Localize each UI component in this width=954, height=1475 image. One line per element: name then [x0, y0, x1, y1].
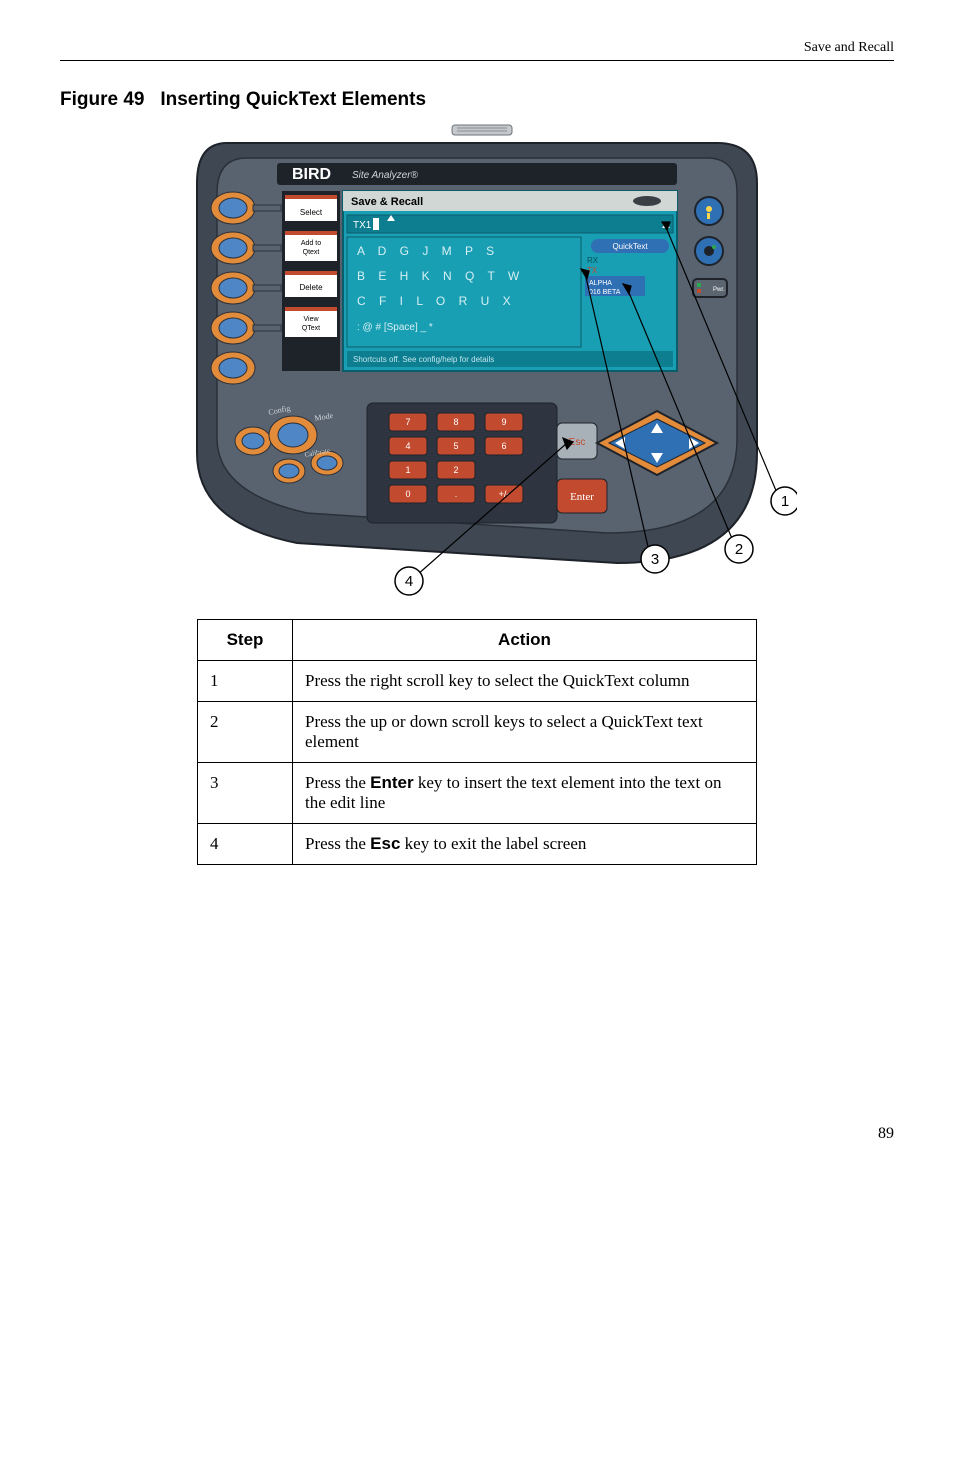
svg-text:2: 2	[735, 541, 743, 558]
softkey-add: Add to	[301, 240, 321, 247]
figure-title: Figure 49 Inserting QuickText Elements	[60, 89, 894, 111]
grid-row3: C F I L O R U X	[357, 294, 516, 308]
dd-item-beta: 016 BETA	[589, 289, 621, 296]
steps-table: Step Action 1 Press the right scroll key…	[197, 619, 757, 865]
cursor	[373, 218, 379, 230]
header-rule	[60, 60, 894, 61]
table-row: 3 Press the Enter key to insert the text…	[198, 763, 757, 824]
device-figure: BIRD Site Analyzer® Select Add to Qtext …	[157, 123, 797, 603]
svg-text:4: 4	[405, 441, 410, 451]
step-action: Press the Esc key to exit the label scre…	[293, 824, 757, 865]
screen-title: Save & Recall	[351, 196, 423, 208]
edit-line-text: TX1	[353, 220, 372, 231]
figure-label: Figure 49	[60, 89, 144, 110]
step-action: Press the up or down scroll keys to sele…	[293, 702, 757, 763]
table-row: 1 Press the right scroll key to select t…	[198, 661, 757, 702]
enter-key: Enter	[570, 491, 594, 503]
brand-text: BIRD	[292, 166, 331, 183]
svg-text:.: .	[455, 489, 458, 499]
softkey-add2: Qtext	[303, 249, 320, 256]
softkey-column: Select Add to Qtext Delete View QText	[282, 191, 340, 371]
svg-text:6: 6	[501, 441, 506, 451]
col-step: Step	[198, 620, 293, 661]
step-num: 3	[198, 763, 293, 824]
table-row: 2 Press the up or down scroll keys to se…	[198, 702, 757, 763]
svg-text:3: 3	[651, 551, 659, 568]
dropdown-title: QuickText	[612, 242, 648, 251]
running-header: Save and Recall	[60, 40, 894, 56]
hint-text: Shortcuts off. See config/help for detai…	[353, 355, 494, 364]
softkey-view2: QText	[302, 325, 320, 332]
svg-text:7: 7	[405, 417, 410, 427]
softkey-view: View	[303, 316, 319, 323]
grid-row4: : @ # [Space] _ *	[357, 322, 433, 333]
svg-text:0: 0	[405, 489, 410, 499]
figure-name: Inserting QuickText Elements	[160, 89, 426, 110]
dd-item-rx: RX	[587, 256, 599, 265]
table-row: 4 Press the Esc key to exit the label sc…	[198, 824, 757, 865]
step-action: Press the right scroll key to select the…	[293, 661, 757, 702]
step-action: Press the Enter key to insert the text e…	[293, 763, 757, 824]
svg-text:1: 1	[781, 493, 789, 510]
step-num: 1	[198, 661, 293, 702]
svg-text:8: 8	[453, 417, 458, 427]
svg-text:5: 5	[453, 441, 458, 451]
step-num: 4	[198, 824, 293, 865]
right-buttons: Pwr.	[693, 197, 727, 297]
dd-item-alpha: ALPHA	[589, 280, 612, 287]
svg-text:Pwr.: Pwr.	[713, 287, 725, 293]
softkey-select: Select	[300, 208, 323, 217]
step-num: 2	[198, 702, 293, 763]
col-action: Action	[293, 620, 757, 661]
table-header-row: Step Action	[198, 620, 757, 661]
svg-text:2: 2	[453, 465, 458, 475]
brand-sub: Site Analyzer®	[352, 170, 419, 181]
page-number: 89	[60, 1125, 894, 1143]
softkey-delete: Delete	[299, 283, 323, 292]
svg-text:1: 1	[405, 465, 410, 475]
svg-text:4: 4	[405, 573, 413, 590]
handle	[452, 125, 512, 135]
brand-bar	[277, 163, 677, 185]
screen: Save & Recall TX1 A D G J M P S B E H K …	[343, 191, 677, 371]
grid-row1: A D G J M P S	[357, 244, 499, 258]
svg-text:9: 9	[501, 417, 506, 427]
svg-text:+/-: +/-	[499, 489, 510, 499]
grid-row2: B E H K N Q T W	[357, 269, 524, 283]
